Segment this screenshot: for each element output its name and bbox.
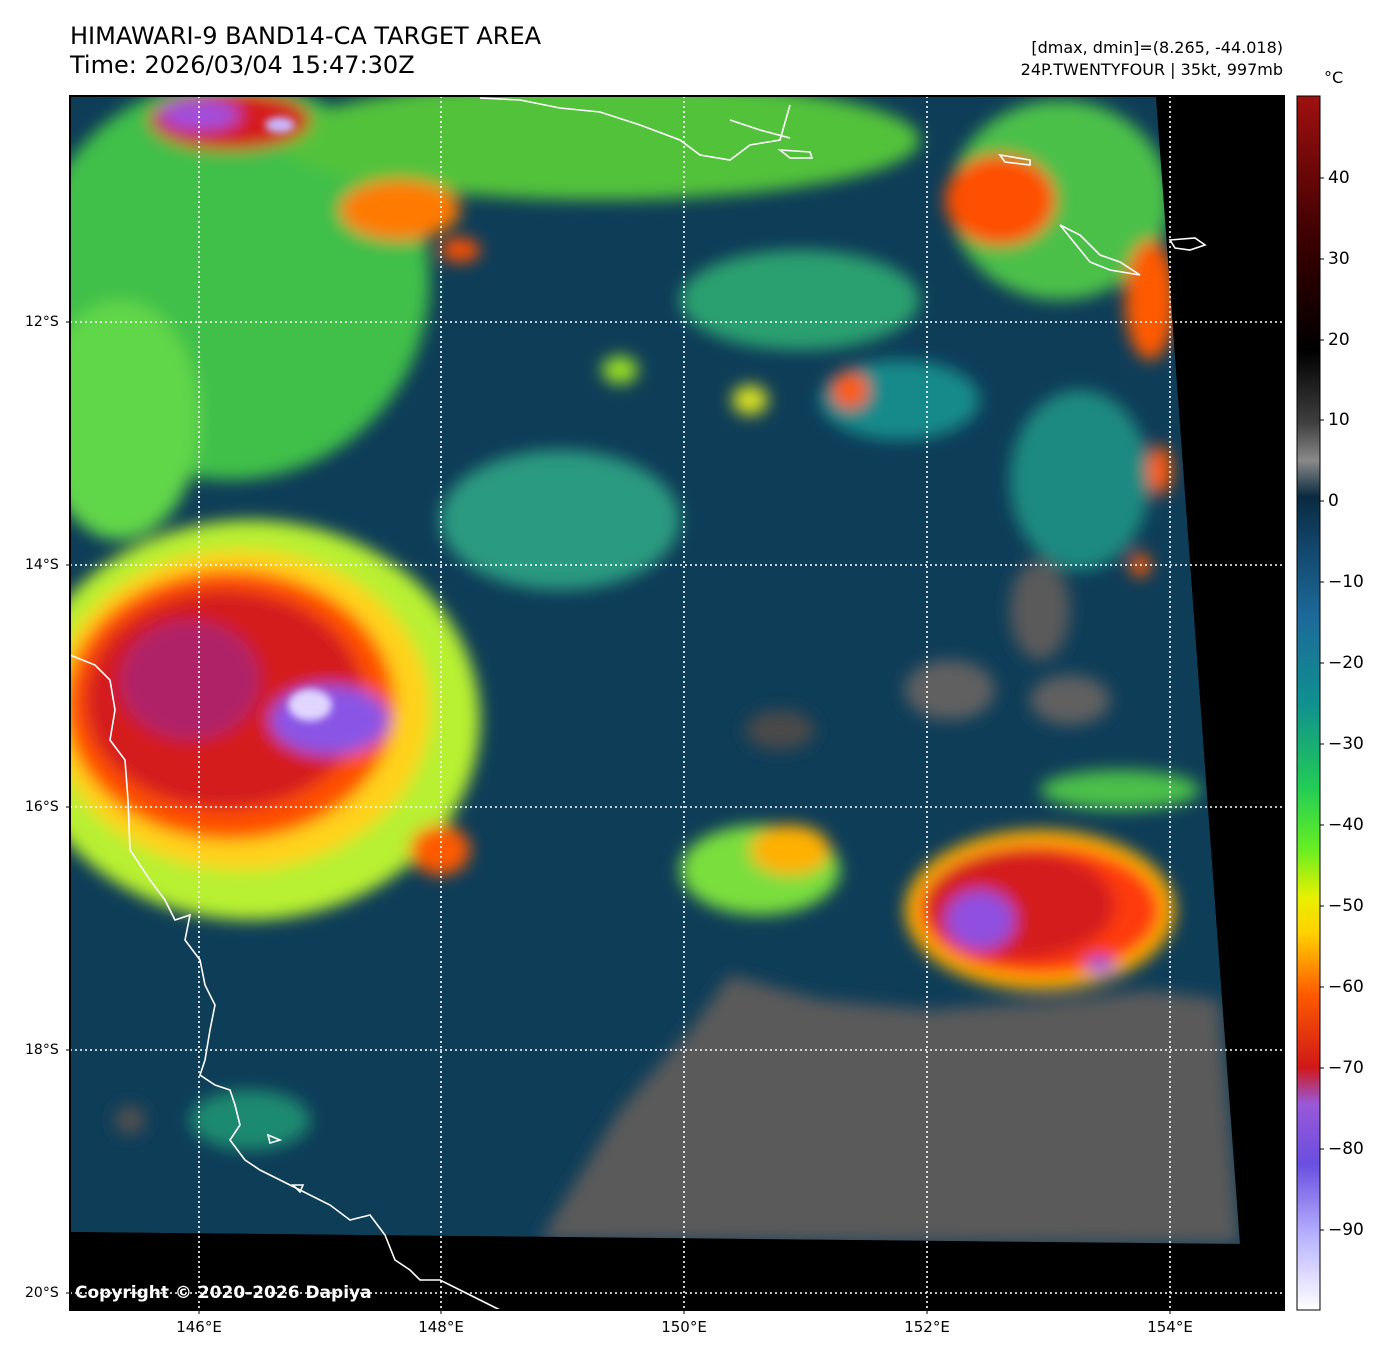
colorbar bbox=[1296, 95, 1321, 1311]
lon-label-154e: 154°E bbox=[1147, 1318, 1193, 1336]
colorbar-label: −20 bbox=[1328, 653, 1364, 673]
axis-ticks bbox=[66, 321, 1171, 1314]
title-line-1: HIMAWARI-9 BAND14-CA TARGET AREA bbox=[70, 22, 542, 50]
colorbar-label: −40 bbox=[1328, 815, 1364, 835]
graticule bbox=[70, 96, 1284, 1310]
lat-label-12s: 12°S bbox=[25, 314, 59, 330]
colorbar-label: −50 bbox=[1328, 896, 1364, 916]
colorbar-label: 0 bbox=[1328, 491, 1339, 511]
lon-label-152e: 152°E bbox=[904, 1318, 950, 1336]
map-title: HIMAWARI-9 BAND14-CA TARGET AREA Time: 2… bbox=[70, 22, 541, 80]
colorbar-label: −70 bbox=[1328, 1058, 1364, 1078]
lon-label-150e: 150°E bbox=[661, 1318, 707, 1336]
colorbar-label: 40 bbox=[1328, 168, 1350, 188]
colorbar-label: 30 bbox=[1328, 249, 1350, 269]
clear-sky-grey bbox=[540, 975, 1240, 1244]
map-frame bbox=[69, 95, 1285, 1311]
no-data-bottom bbox=[70, 1232, 1284, 1310]
colorbar-unit: °C bbox=[1324, 68, 1344, 87]
lat-label-16s: 16°S bbox=[25, 799, 59, 815]
colorbar-label: −90 bbox=[1328, 1220, 1364, 1240]
map-meta: [dmax, dmin]=(8.265, -44.018) 24P.TWENTY… bbox=[1021, 37, 1283, 81]
lat-label-14s: 14°S bbox=[25, 557, 59, 573]
colorbar-label: 20 bbox=[1328, 330, 1350, 350]
title-line-2: Time: 2026/03/04 15:47:30Z bbox=[70, 51, 415, 79]
copyright-text: Copyright © 2020-2026 Dapiya bbox=[75, 1283, 372, 1303]
imagery-layer bbox=[70, 96, 1284, 1310]
coastline bbox=[70, 97, 1207, 1310]
range-text: [dmax, dmin]=(8.265, -44.018) bbox=[1031, 38, 1283, 57]
lon-label-146e: 146°E bbox=[176, 1318, 222, 1336]
colorbar-label: −30 bbox=[1328, 734, 1364, 754]
colorbar-ticks bbox=[1320, 177, 1324, 1231]
no-data-wedge bbox=[1156, 96, 1284, 1310]
colorbar-label: −80 bbox=[1328, 1139, 1364, 1159]
colorbar-label: −60 bbox=[1328, 977, 1364, 997]
lat-label-20s: 20°S bbox=[25, 1285, 59, 1301]
colorbar-label: 10 bbox=[1328, 410, 1350, 430]
storm-text: 24P.TWENTYFOUR | 35kt, 997mb bbox=[1020, 60, 1283, 79]
lon-label-148e: 148°E bbox=[418, 1318, 464, 1336]
lat-label-18s: 18°S bbox=[25, 1042, 59, 1058]
colorbar-label: −10 bbox=[1328, 572, 1364, 592]
